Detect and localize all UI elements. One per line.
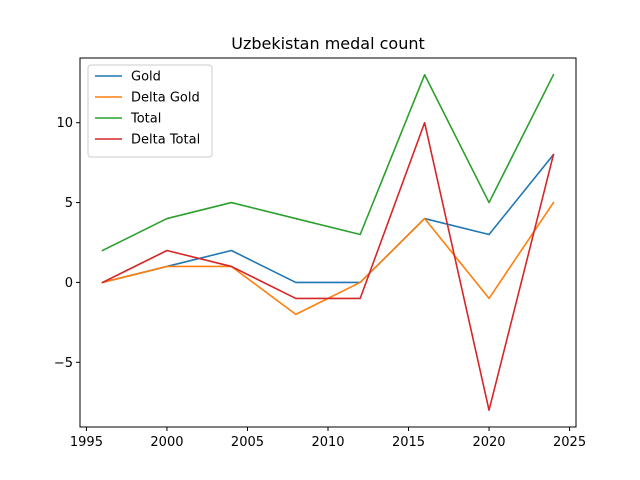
series-layer [101, 73, 555, 412]
y-tick-label: 10 [56, 116, 73, 131]
x-tick-label: 1995 [70, 435, 103, 450]
series-line-delta-total [101, 121, 555, 412]
y-tick-label: 0 [65, 276, 73, 291]
x-tick-label: 2025 [553, 435, 586, 450]
x-tick-label: 2010 [311, 435, 344, 450]
legend: Gold Delta Gold Total Delta Total [87, 64, 213, 158]
x-tick-label: 2015 [392, 435, 425, 450]
series-line-total [101, 73, 555, 252]
legend-box [87, 64, 213, 158]
y-axis: −5 0 5 10 [54, 116, 80, 371]
y-tick-label: −5 [54, 356, 73, 371]
x-tick-label: 2005 [231, 435, 264, 450]
x-tick-label: 2000 [150, 435, 183, 450]
legend-label-gold: Gold [131, 70, 161, 85]
series-line-gold [101, 153, 555, 284]
x-axis: 1995 2000 2005 2010 2015 2020 2025 [70, 427, 586, 450]
legend-label-delta-total: Delta Total [131, 133, 200, 148]
legend-label-total: Total [130, 112, 161, 127]
legend-label-delta-gold: Delta Gold [131, 91, 200, 106]
x-tick-label: 2020 [472, 435, 505, 450]
series-line-delta-gold [101, 201, 555, 316]
chart-title: Uzbekistan medal count [231, 34, 425, 53]
y-tick-label: 5 [65, 196, 73, 211]
